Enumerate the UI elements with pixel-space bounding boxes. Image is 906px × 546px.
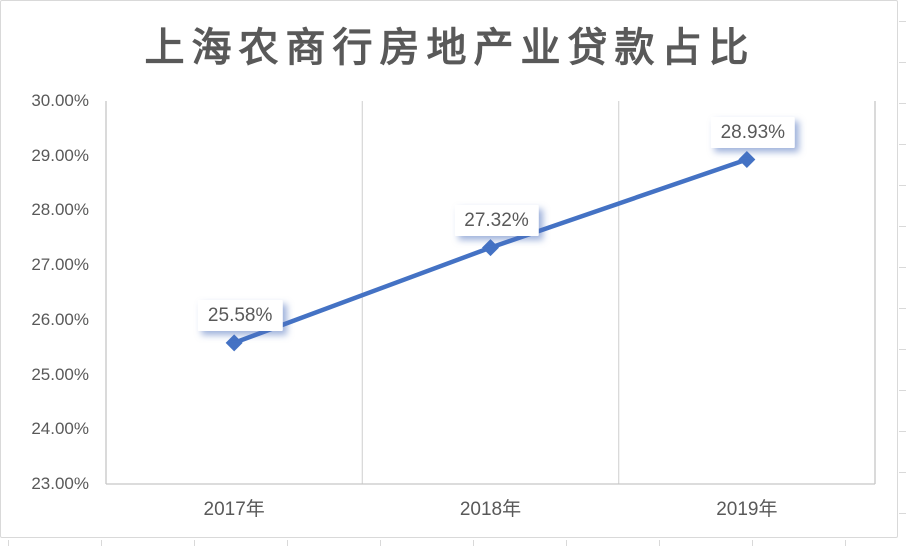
data-label: 28.93% [710, 116, 796, 148]
y-tick-label: 24.00% [31, 419, 89, 439]
data-label: 25.58% [197, 299, 283, 331]
y-tick-label: 27.00% [31, 255, 89, 275]
spreadsheet-gridline-stubs-bottom [0, 540, 906, 546]
data-point-marker [225, 334, 243, 352]
y-tick-label: 23.00% [31, 474, 89, 493]
chart-title: 上海农商行房地产业贷款占比 [144, 26, 756, 70]
data-point-marker [738, 151, 756, 169]
x-axis-label: 2019年 [716, 499, 778, 520]
spreadsheet-gridline-stubs-right [899, 0, 906, 539]
y-tick-label: 28.00% [31, 200, 89, 220]
x-axis-label: 2017年 [203, 499, 265, 520]
chart-frame: 上海农商行房地产业贷款占比 30.00% 29.00% 28.00% 27.00% 26… [0, 0, 898, 538]
y-tick-label: 30.00% [31, 91, 89, 110]
y-tick-label: 25.00% [31, 364, 89, 384]
x-axis-label: 2018年 [459, 499, 522, 520]
y-tick-label: 29.00% [31, 145, 89, 165]
data-point-marker [482, 239, 499, 257]
data-label: 27.32% [454, 204, 539, 236]
plot-area [1, 1, 899, 539]
y-tick-label: 26.00% [31, 309, 89, 329]
